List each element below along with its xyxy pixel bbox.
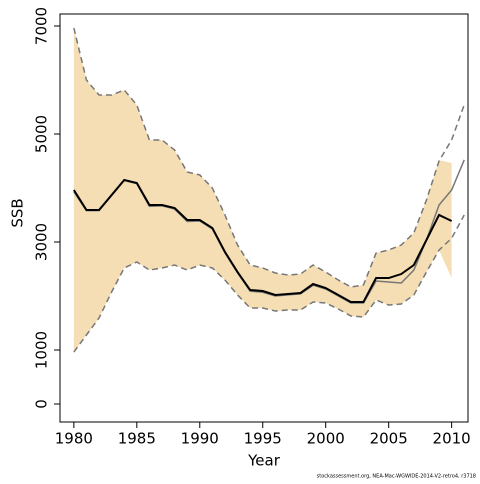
x-tick-label: 1995 (244, 430, 282, 448)
confidence-band (73, 27, 452, 353)
x-tick-label: 2010 (433, 430, 471, 448)
y-tick-label: 3000 (33, 223, 51, 261)
series-line (73, 27, 465, 288)
series-line (73, 214, 465, 353)
y-tick-label: 0 (33, 399, 51, 409)
plot-frame (59, 13, 469, 423)
y-axis-label: SSB (9, 198, 27, 227)
x-tick-label: 2000 (307, 430, 345, 448)
x-tick-label: 1990 (181, 430, 219, 448)
footer: stockassessment.org, NEA-Mac-WGWIDE-2014… (317, 474, 476, 480)
y-tick-label: 1000 (33, 331, 51, 369)
y-tick-label: 7000 (33, 7, 51, 45)
y-tick-label: 5000 (33, 115, 51, 153)
x-axis-label: Year (247, 452, 281, 470)
series-line (73, 178, 453, 304)
x-tick-label: 1980 (55, 430, 93, 448)
x-tick-label: 1985 (118, 430, 156, 448)
x-tick-label: 2005 (370, 430, 408, 448)
